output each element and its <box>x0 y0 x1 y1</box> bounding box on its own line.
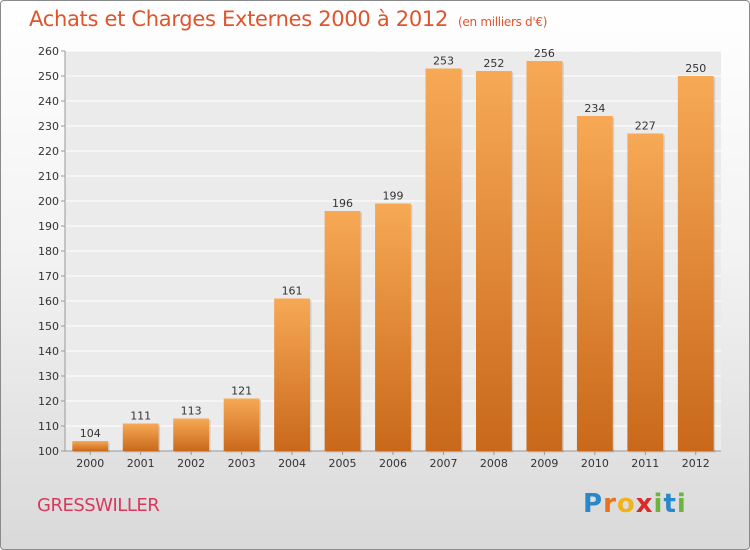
bar <box>576 116 613 451</box>
logo-letter: i <box>676 489 687 519</box>
bar-value-label: 250 <box>685 62 706 75</box>
bar-value-label: 199 <box>383 190 404 203</box>
logo-letter: i <box>653 489 664 519</box>
x-tick-label: 2006 <box>379 457 407 470</box>
bar-value-label: 104 <box>80 427 101 440</box>
x-tick-label: 2012 <box>682 457 710 470</box>
bar <box>223 398 260 451</box>
x-tick-label: 2008 <box>480 457 508 470</box>
x-tick-label: 2001 <box>127 457 155 470</box>
y-tick-label: 200 <box>38 195 59 208</box>
y-tick-label: 210 <box>38 170 59 183</box>
bar <box>627 133 664 451</box>
bar <box>173 418 210 451</box>
y-tick-label: 220 <box>38 145 59 158</box>
bar-value-label: 256 <box>534 47 555 60</box>
chart-title: Achats et Charges Externes 2000 à 2012 (e… <box>29 7 547 31</box>
y-tick-label: 180 <box>38 245 59 258</box>
y-tick-label: 120 <box>38 395 59 408</box>
bar-value-label: 121 <box>231 385 252 398</box>
x-tick-label: 2007 <box>429 457 457 470</box>
x-tick-label: 2004 <box>278 457 306 470</box>
y-tick-label: 240 <box>38 95 59 108</box>
x-tick-label: 2002 <box>177 457 205 470</box>
bar <box>375 203 411 451</box>
proxiti-logo: Proxiti <box>583 489 687 519</box>
x-tick-label: 2010 <box>581 457 609 470</box>
bar <box>677 76 714 451</box>
bar <box>122 423 159 451</box>
logo-letter: x <box>635 489 654 519</box>
x-tick-label: 2009 <box>530 457 558 470</box>
y-tick-label: 150 <box>38 320 59 333</box>
y-tick-label: 250 <box>38 70 59 83</box>
bar <box>324 211 361 451</box>
logo-letter: o <box>616 489 636 519</box>
y-tick-label: 160 <box>38 295 59 308</box>
bar-value-label: 196 <box>332 197 353 210</box>
y-tick-label: 260 <box>38 45 59 58</box>
x-tick-label: 2003 <box>228 457 256 470</box>
chart-subtitle: (en milliers d'€) <box>458 15 548 29</box>
y-tick-label: 100 <box>38 445 59 458</box>
bar <box>526 61 563 451</box>
bar <box>72 441 109 451</box>
y-tick-label: 230 <box>38 120 59 133</box>
bar <box>425 68 462 451</box>
bar <box>274 298 310 451</box>
y-tick-label: 170 <box>38 270 59 283</box>
title-text: Achats et Charges Externes 2000 à 2012 <box>29 7 449 31</box>
x-tick-label: 2011 <box>631 457 659 470</box>
logo-letter: t <box>663 489 677 519</box>
logo-letter: P <box>583 489 604 519</box>
bar-value-label: 227 <box>635 120 656 133</box>
y-tick-label: 110 <box>38 420 59 433</box>
y-tick-label: 130 <box>38 370 59 383</box>
bar-value-label: 161 <box>282 285 303 298</box>
x-tick-label: 2000 <box>76 457 104 470</box>
y-tick-label: 140 <box>38 345 59 358</box>
bar-value-label: 252 <box>483 57 504 70</box>
logo-letter: r <box>603 489 617 519</box>
x-tick-label: 2005 <box>329 457 357 470</box>
bar <box>476 71 512 451</box>
bar-value-label: 111 <box>130 410 151 423</box>
commune-name: GRESSWILLER <box>37 495 160 516</box>
bar-value-label: 113 <box>181 405 202 418</box>
bar-value-label: 253 <box>433 55 454 68</box>
y-tick-label: 190 <box>38 220 59 233</box>
bar-value-label: 234 <box>584 102 605 115</box>
